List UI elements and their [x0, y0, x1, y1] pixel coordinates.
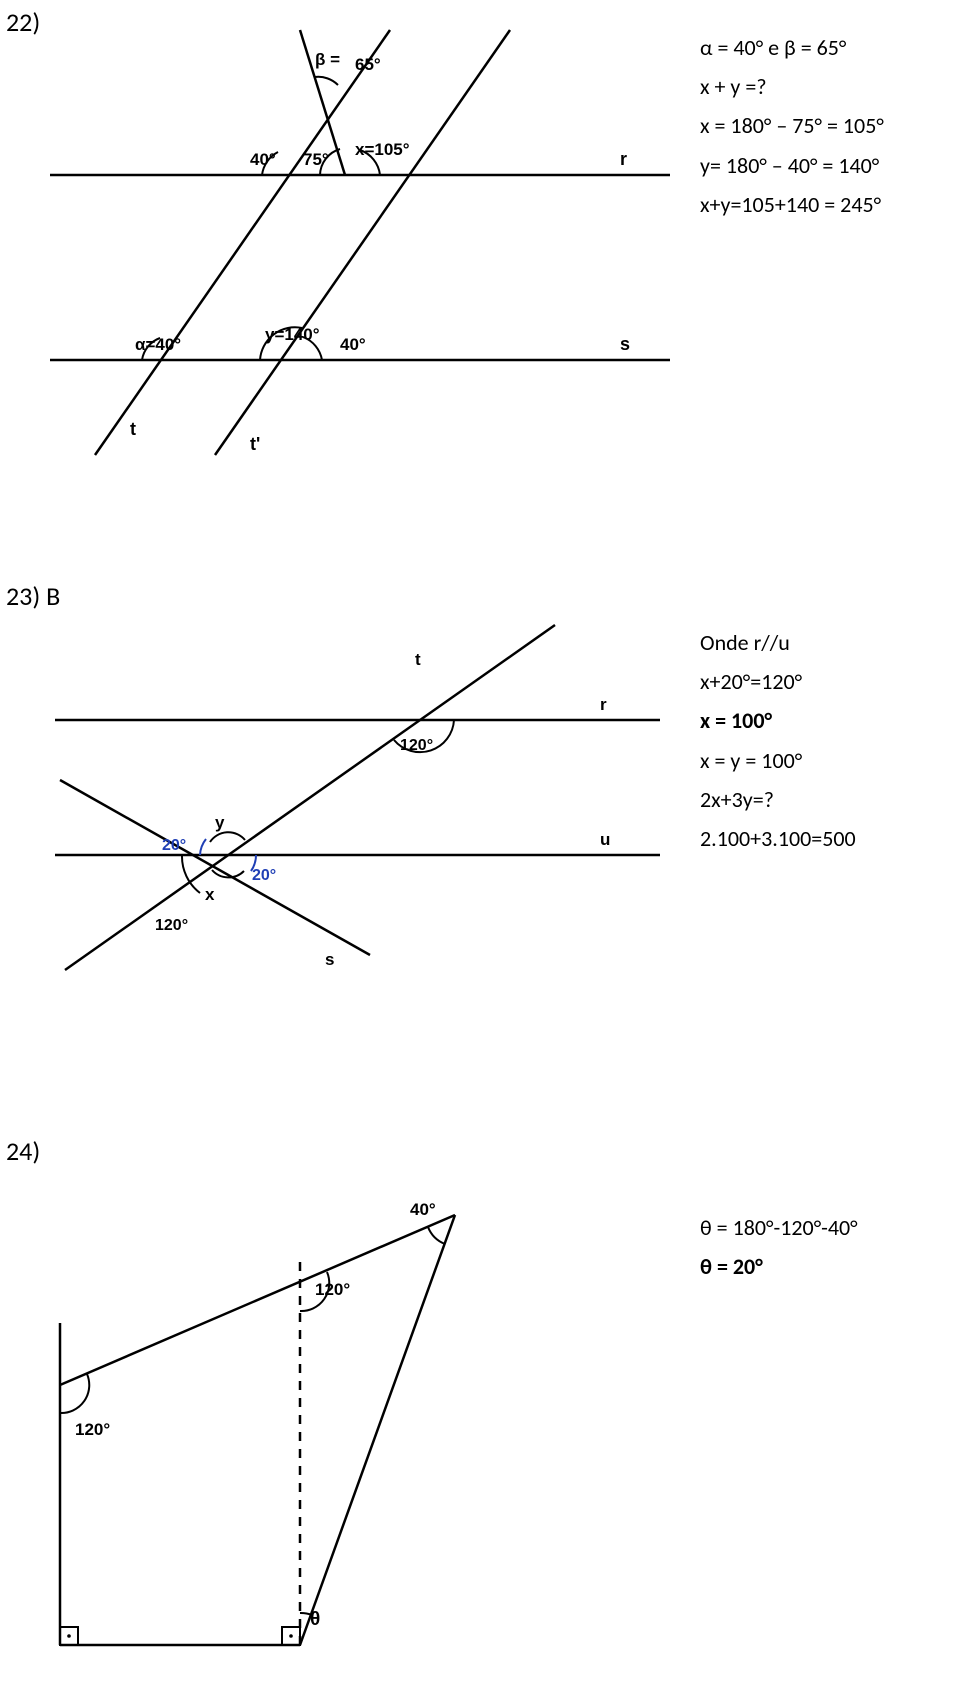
q22-ans-l3: x = 180° – 75° = 105°: [700, 108, 884, 143]
q23-lbl-y: y: [215, 813, 225, 832]
q23-lbl-20a: 20°: [162, 837, 186, 854]
q22-lbl-alpha: α=40°: [135, 335, 181, 354]
math-answer-page: 22) α = 40° e β = 65° x + y =? x = 180° …: [0, 0, 960, 1687]
q23-ans-l6: 2.100+3.100=500: [700, 821, 856, 856]
q23-lbl-x: x: [205, 885, 215, 904]
q23-lbl-r: r: [600, 695, 607, 714]
q22-lbl-beta: β =: [315, 50, 340, 69]
q23-answer: Onde r//u x+20°=120° x = 100° x = y = 10…: [700, 625, 856, 860]
q23-lbl-120t: 120°: [400, 737, 433, 754]
q24-lbl-theta: θ: [310, 1609, 320, 1630]
q23-number: 23) B: [6, 580, 60, 612]
q22-ans-l2: x + y =?: [700, 69, 884, 104]
q23-ans-l5: 2x+3y=?: [700, 782, 856, 817]
q24-lbl-40: 40°: [410, 1200, 436, 1219]
q23-lbl-u: u: [600, 830, 610, 849]
q22-lbl-t: t: [130, 419, 136, 439]
q22-lbl-75: 75°: [303, 150, 329, 169]
q22-ans-l1: α = 40° e β = 65°: [700, 30, 884, 65]
q23-lbl-t: t: [415, 650, 421, 669]
q23-lbl-s: s: [325, 950, 334, 969]
q23-ans-l3: x = 100°: [700, 703, 856, 738]
q23-ans-l1: Onde r//u: [700, 625, 856, 660]
q22-ans-l4: y= 180° – 40° = 140°: [700, 148, 884, 183]
q22-lbl-65: 65°: [355, 55, 381, 74]
q24-answer: θ = 180°-120°-40° θ = 20°: [700, 1210, 858, 1288]
q22-lbl-40b: 40°: [340, 335, 366, 354]
q23-lbl-20b: 20°: [252, 867, 276, 884]
q23-diagram: t r u s 120° y 20° 20° x 120°: [40, 610, 680, 990]
q22-diagram: β = 65° 40° 75° x=105° r α=40° y=140° 40…: [40, 15, 680, 475]
q22-lbl-s: s: [620, 334, 630, 354]
q24-lbl-120d: 120°: [75, 1420, 110, 1439]
q22-lbl-tprime: t': [250, 434, 260, 454]
q22-number: 22): [6, 6, 40, 38]
q24-diagram: 40° 120° 120° θ: [30, 1175, 590, 1675]
q22-lbl-40: 40°: [250, 150, 276, 169]
q24-ans-l1: θ = 180°-120°-40°: [700, 1210, 858, 1245]
q24-ans-l2: θ = 20°: [700, 1249, 858, 1284]
q23-ans-l4: x = y = 100°: [700, 743, 856, 778]
q24-number: 24): [6, 1135, 40, 1167]
q22-lbl-y140: y=140°: [265, 325, 320, 344]
q23-lbl-120b: 120°: [155, 917, 188, 934]
q23-ans-l2: x+20°=120°: [700, 664, 856, 699]
q22-ans-l5: x+y=105+140 = 245°: [700, 187, 884, 222]
q24-lbl-120e: 120°: [315, 1280, 350, 1299]
q22-lbl-x105: x=105°: [355, 140, 410, 159]
q22-answer: α = 40° e β = 65° x + y =? x = 180° – 75…: [700, 30, 884, 226]
q22-lbl-r: r: [620, 149, 627, 169]
